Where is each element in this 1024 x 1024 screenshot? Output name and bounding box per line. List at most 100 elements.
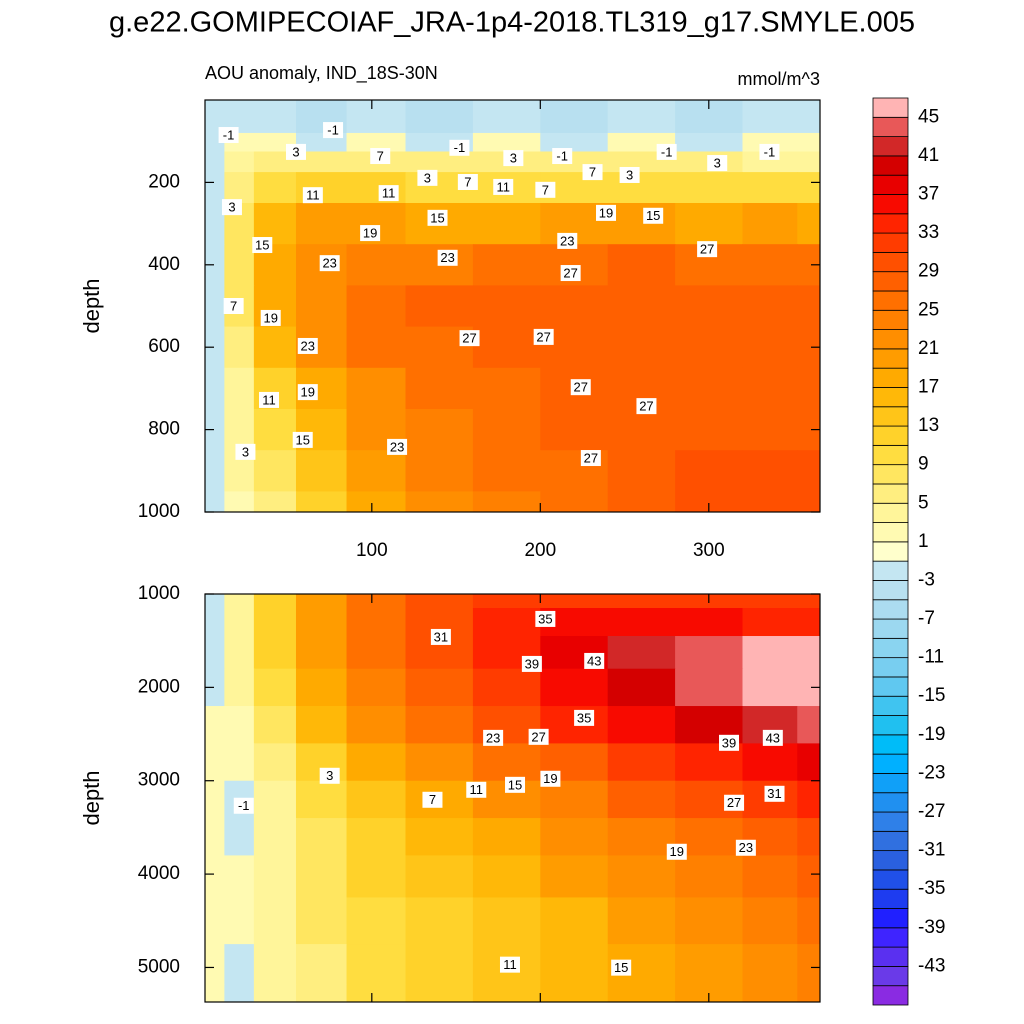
field-cell	[742, 172, 798, 204]
field-cell	[405, 491, 474, 512]
colorbar-box	[872, 483, 909, 504]
colorbar-box	[872, 985, 909, 1006]
contour-label: 27	[700, 242, 714, 257]
field-cell	[346, 706, 407, 744]
field-cell	[346, 326, 407, 369]
colorbar-label: -27	[918, 801, 945, 822]
contour-label-box	[619, 166, 640, 183]
contour-label: 23	[390, 439, 404, 454]
contour-label: 19	[301, 385, 315, 400]
field-cell	[224, 244, 255, 286]
field-cell	[472, 100, 541, 134]
contour-label-box	[437, 249, 458, 266]
field-cell	[675, 855, 744, 899]
field-cell	[607, 244, 676, 286]
colorbar-box	[872, 811, 909, 832]
field-cell	[472, 409, 541, 451]
contour-label-box	[319, 767, 340, 784]
field-cell	[346, 743, 407, 782]
field-cell	[797, 409, 820, 451]
field-cell	[797, 855, 820, 899]
contour-label-box	[505, 776, 526, 793]
field-cell	[540, 780, 609, 819]
field-cell	[675, 203, 744, 245]
colorbar-box	[872, 830, 909, 852]
contour-label-box	[535, 181, 556, 198]
field-cell	[224, 151, 255, 173]
colorbar-box	[872, 97, 909, 118]
contour-label-box	[297, 384, 318, 401]
field-cell	[346, 367, 407, 410]
contour-label: 7	[429, 792, 436, 807]
field-cell	[405, 897, 474, 945]
panel-left-title: AOU anomaly, IND_18S-30N	[205, 63, 438, 84]
field-cell	[797, 203, 820, 245]
contour-label: 39	[525, 656, 539, 671]
colorbar-box	[872, 251, 909, 273]
colorbar-box	[872, 522, 909, 543]
colorbar-label: -19	[918, 724, 945, 745]
field-cell	[224, 594, 255, 609]
field-cell	[742, 367, 798, 410]
colorbar-box	[872, 232, 909, 253]
contour-label-box	[449, 139, 470, 156]
field-cell	[405, 594, 474, 609]
field-cell	[346, 897, 407, 945]
field-cell	[253, 608, 297, 637]
contour-label-box	[493, 178, 514, 195]
field-cell	[205, 743, 225, 782]
x-tick-label: 200	[524, 540, 556, 561]
contour-label-box	[292, 431, 313, 448]
field-cell	[742, 285, 798, 328]
field-cell	[405, 450, 474, 492]
field-cell	[742, 326, 798, 369]
colorbar-label: 9	[918, 454, 929, 475]
contour-label-box	[552, 148, 573, 165]
contour-label: 27	[574, 380, 588, 395]
field-cell	[205, 668, 225, 707]
contour-label: 27	[462, 331, 476, 346]
colorbar-box	[872, 309, 909, 330]
field-cell	[797, 172, 820, 204]
contour-label-box	[285, 143, 306, 160]
field-cell	[346, 132, 407, 153]
field-cell	[224, 608, 255, 637]
field-cell	[607, 608, 676, 637]
field-cell	[472, 743, 541, 782]
field-cell	[472, 132, 541, 153]
field-cell	[253, 132, 297, 153]
field-cell	[295, 151, 348, 173]
field-cell	[295, 594, 348, 609]
contour-label: 23	[486, 730, 500, 745]
field-cell	[797, 984, 820, 1002]
colorbar-box	[872, 695, 909, 716]
field-cell	[540, 100, 609, 134]
contour-label: 3	[292, 144, 299, 159]
field-cell	[253, 944, 297, 985]
field-cell	[405, 855, 474, 899]
field-cell	[346, 285, 407, 328]
field-cell	[607, 100, 676, 134]
field-cell	[675, 172, 744, 204]
contour-label-box	[557, 232, 578, 249]
contour-label-box	[457, 173, 478, 190]
contour-label: 43	[766, 730, 780, 745]
field-cell	[346, 608, 407, 637]
contour-label: 7	[542, 182, 549, 197]
y-tick-label: 800	[148, 419, 180, 440]
contour-label: 3	[326, 768, 333, 783]
colorbar-box	[872, 927, 909, 948]
field-cell	[295, 706, 348, 744]
field-cell	[540, 132, 609, 153]
contour-label-box	[252, 237, 273, 254]
field-cell	[295, 636, 348, 670]
field-cell	[797, 285, 820, 328]
field-cell	[205, 706, 225, 744]
y-tick-label: 200	[148, 171, 180, 192]
colorbar-box	[872, 406, 909, 427]
field-cell	[797, 818, 820, 857]
field-cell	[607, 668, 676, 707]
field-cell	[295, 897, 348, 945]
field-cell	[797, 326, 820, 369]
field-cell	[675, 636, 744, 670]
